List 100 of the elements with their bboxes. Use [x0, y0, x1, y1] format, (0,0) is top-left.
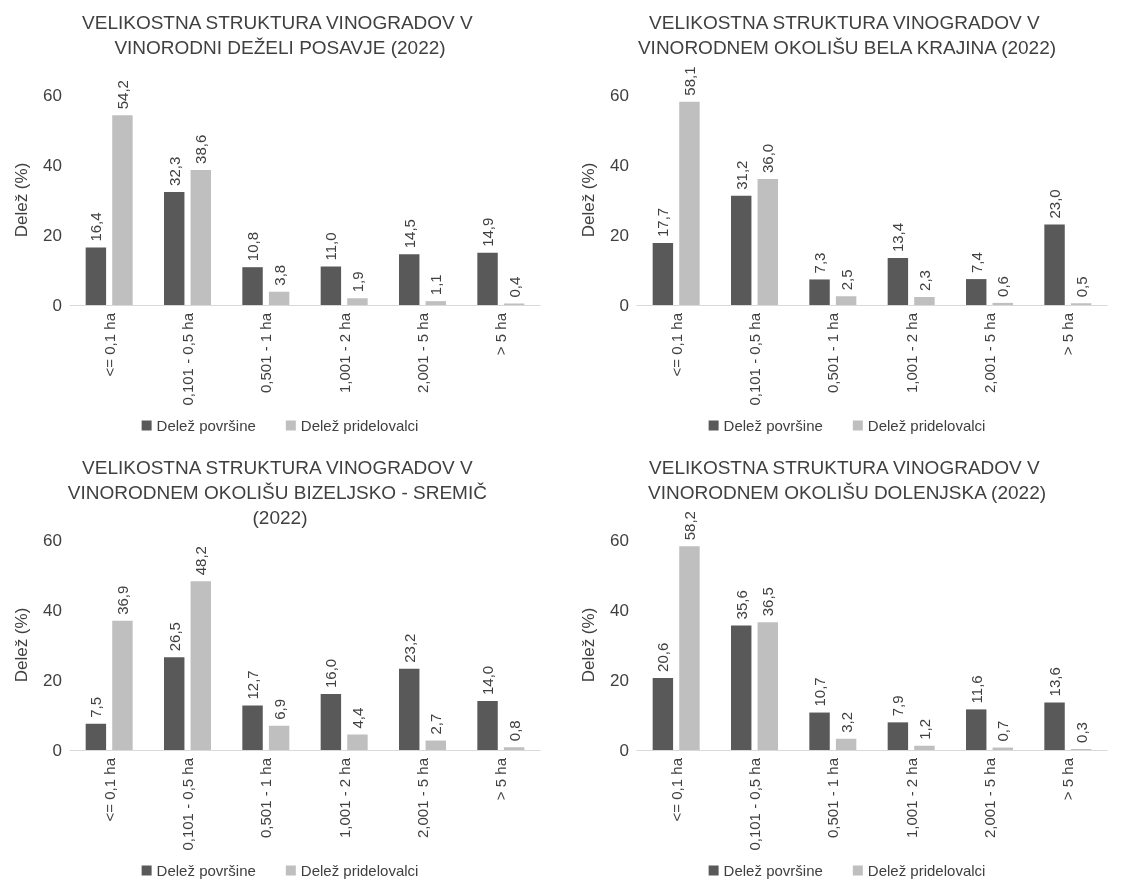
- legend-label: Delež površine: [156, 862, 256, 879]
- y-tick-label: 0: [619, 740, 629, 760]
- y-tick-label: 60: [610, 85, 629, 105]
- y-tick-label: 0: [52, 740, 62, 760]
- legend-label: Delež površine: [723, 417, 823, 434]
- data-label: 0,8: [505, 720, 523, 742]
- data-label: 48,2: [192, 546, 210, 576]
- chart-title: VELIKOSTNA STRUKTURA VINOGRADOV V VINORODNEM OKOLIŠU BIZELJSKO - SREMIČ (2022): [67, 457, 493, 528]
- data-label: 20,6: [654, 642, 672, 672]
- data-label: 10,7: [811, 677, 829, 707]
- data-label: 36,9: [113, 585, 131, 615]
- x-tick-label: 1,001 - 2 ha: [335, 312, 353, 394]
- bar: [1044, 224, 1065, 305]
- y-axis-title: Delež (%): [12, 607, 31, 683]
- bar: [809, 279, 830, 305]
- data-label: 1,1: [427, 274, 445, 296]
- data-label: 11,6: [967, 675, 985, 704]
- y-tick-label: 20: [610, 225, 629, 245]
- legend-label: Delež površine: [723, 862, 823, 879]
- bar: [835, 738, 857, 750]
- legend-label: Delež pridelovalci: [300, 417, 419, 434]
- data-label: 3,8: [270, 264, 288, 286]
- bar: [242, 705, 263, 750]
- bar: [652, 677, 674, 750]
- x-tick-label: <= 0,1 ha: [100, 757, 118, 822]
- bar: [477, 252, 498, 305]
- x-tick-label: 0,101 - 0,5 ha: [179, 312, 196, 406]
- data-label: 4,4: [348, 707, 366, 729]
- data-label: 10,8: [244, 232, 262, 262]
- x-tick-label: 1,001 - 2 ha: [902, 757, 920, 839]
- bar: [242, 267, 263, 305]
- data-label: 0,3: [1072, 722, 1090, 743]
- data-label: 14,5: [400, 219, 418, 249]
- x-tick-label: 2,001 - 5 ha: [414, 757, 431, 839]
- data-label: 16,4: [87, 212, 105, 242]
- y-tick-label: 20: [610, 670, 629, 690]
- data-label: 14,0: [479, 665, 497, 695]
- bar: [679, 546, 700, 750]
- data-label: 3,2: [837, 711, 855, 733]
- bar: [652, 243, 674, 305]
- x-tick-label: > 5 ha: [1059, 757, 1077, 801]
- data-label: 13,6: [1046, 667, 1064, 697]
- y-tick-label: 40: [43, 600, 62, 620]
- y-tick-label: 20: [43, 225, 62, 245]
- bar: [966, 279, 987, 305]
- x-tick-label: 2,001 - 5 ha: [981, 757, 998, 839]
- y-axis-title: Delež (%): [579, 607, 598, 683]
- data-label: 1,2: [915, 718, 933, 740]
- data-label: 23,2: [400, 633, 418, 663]
- bar: [757, 622, 778, 750]
- data-label: 16,0: [322, 658, 340, 688]
- data-label: 17,7: [654, 207, 672, 238]
- x-tick-label: > 5 ha: [1059, 312, 1077, 356]
- y-tick-label: 0: [52, 295, 62, 315]
- y-tick-label: 60: [610, 530, 629, 550]
- data-label: 13,4: [889, 222, 907, 253]
- bar: [268, 725, 290, 750]
- x-tick-label: 2,001 - 5 ha: [981, 312, 998, 394]
- data-label: 2,3: [915, 270, 933, 291]
- x-tick-label: 0,101 - 0,5 ha: [746, 757, 763, 851]
- data-label: 0,5: [1072, 276, 1090, 298]
- x-tick-label: 0,501 - 1 ha: [257, 757, 275, 839]
- x-tick-label: 0,501 - 1 ha: [824, 757, 842, 839]
- data-label: 2,7: [427, 713, 445, 735]
- bar: [966, 709, 987, 750]
- bar: [112, 115, 133, 305]
- data-label: 32,3: [165, 156, 183, 186]
- bar: [835, 296, 857, 305]
- bar: [887, 722, 909, 750]
- data-label: 58,2: [680, 511, 698, 541]
- data-label: 11,0: [322, 232, 340, 261]
- y-tick-label: 60: [43, 85, 62, 105]
- data-label: 38,6: [192, 134, 210, 164]
- y-tick-label: 40: [610, 600, 629, 620]
- data-label: 36,0: [759, 143, 777, 173]
- data-label: 7,4: [967, 252, 985, 274]
- bar: [914, 745, 935, 750]
- bar: [320, 266, 342, 305]
- bar: [399, 254, 420, 305]
- chart-title: VELIKOSTNA STRUKTURA VINOGRADOV V VINORODNEM OKOLIŠU DOLENJSKA (2022): [647, 457, 1047, 503]
- data-label: 7,3: [811, 252, 829, 274]
- bar: [268, 291, 290, 305]
- x-tick-label: 0,101 - 0,5 ha: [179, 757, 196, 851]
- x-tick-label: 0,101 - 0,5 ha: [746, 312, 763, 406]
- x-tick-label: <= 0,1 ha: [100, 312, 118, 377]
- bar: [85, 723, 107, 750]
- data-label: 26,5: [165, 622, 183, 652]
- bar: [503, 747, 525, 750]
- data-label: 23,0: [1046, 189, 1064, 219]
- y-tick-label: 40: [610, 155, 629, 175]
- data-label: 12,7: [244, 670, 262, 700]
- y-tick-label: 0: [619, 295, 629, 315]
- x-tick-label: > 5 ha: [492, 312, 510, 356]
- data-label: 0,7: [994, 720, 1012, 742]
- bar: [399, 668, 420, 750]
- x-tick-label: 1,001 - 2 ha: [335, 757, 353, 839]
- bar: [731, 625, 752, 750]
- data-label: 7,9: [889, 695, 907, 717]
- bar: [85, 247, 107, 305]
- y-tick-label: 60: [43, 530, 62, 550]
